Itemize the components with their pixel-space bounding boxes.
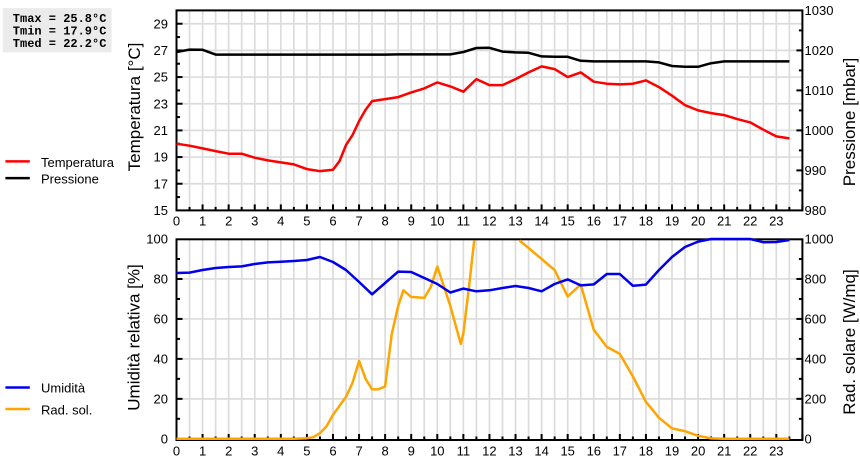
svg-text:19: 19 xyxy=(665,443,679,458)
svg-text:16: 16 xyxy=(587,443,601,458)
svg-text:8: 8 xyxy=(381,213,388,228)
svg-text:10: 10 xyxy=(430,213,444,228)
svg-text:23: 23 xyxy=(769,443,783,458)
svg-text:21: 21 xyxy=(154,123,168,138)
svg-text:7: 7 xyxy=(355,443,362,458)
svg-text:2: 2 xyxy=(225,213,232,228)
svg-text:18: 18 xyxy=(639,213,653,228)
svg-text:400: 400 xyxy=(805,352,827,367)
svg-text:20: 20 xyxy=(691,443,705,458)
svg-text:14: 14 xyxy=(534,443,548,458)
svg-text:10: 10 xyxy=(430,443,444,458)
svg-text:12: 12 xyxy=(482,443,496,458)
svg-text:20: 20 xyxy=(154,391,168,406)
svg-text:1000: 1000 xyxy=(805,123,834,138)
svg-text:23: 23 xyxy=(154,96,168,111)
svg-text:18: 18 xyxy=(639,443,653,458)
svg-text:4: 4 xyxy=(277,213,284,228)
svg-text:9: 9 xyxy=(408,443,415,458)
svg-text:5: 5 xyxy=(303,443,310,458)
svg-text:Rad. solare [W/mq]: Rad. solare [W/mq] xyxy=(840,269,859,415)
svg-text:990: 990 xyxy=(805,163,827,178)
svg-text:25: 25 xyxy=(154,70,168,85)
svg-text:1000: 1000 xyxy=(805,232,834,247)
svg-text:21: 21 xyxy=(717,213,731,228)
svg-text:19: 19 xyxy=(665,213,679,228)
svg-text:80: 80 xyxy=(154,272,168,287)
svg-text:13: 13 xyxy=(508,213,522,228)
svg-text:17: 17 xyxy=(154,176,168,191)
svg-text:40: 40 xyxy=(154,352,168,367)
svg-text:60: 60 xyxy=(154,312,168,327)
svg-text:17: 17 xyxy=(613,213,627,228)
svg-text:15: 15 xyxy=(560,443,574,458)
svg-text:23: 23 xyxy=(769,213,783,228)
svg-text:2: 2 xyxy=(225,443,232,458)
svg-text:19: 19 xyxy=(154,150,168,165)
svg-text:0: 0 xyxy=(161,431,168,446)
svg-text:1010: 1010 xyxy=(805,83,834,98)
svg-text:5: 5 xyxy=(303,213,310,228)
svg-text:17: 17 xyxy=(613,443,627,458)
svg-text:Tmax = 25.8°C: Tmax = 25.8°C xyxy=(13,12,107,26)
svg-text:27: 27 xyxy=(154,43,168,58)
svg-text:21: 21 xyxy=(717,443,731,458)
svg-text:12: 12 xyxy=(482,213,496,228)
svg-text:Umidità relativa [%]: Umidità relativa [%] xyxy=(125,264,144,410)
svg-text:600: 600 xyxy=(805,312,827,327)
svg-text:22: 22 xyxy=(743,213,757,228)
svg-text:11: 11 xyxy=(457,443,471,458)
svg-text:200: 200 xyxy=(805,391,827,406)
svg-text:0: 0 xyxy=(173,443,180,458)
svg-text:Temperatura [°C]: Temperatura [°C] xyxy=(125,43,144,172)
svg-text:Tmed = 22.2°C: Tmed = 22.2°C xyxy=(13,37,107,51)
svg-text:14: 14 xyxy=(534,213,548,228)
svg-text:800: 800 xyxy=(805,272,827,287)
svg-text:15: 15 xyxy=(560,213,574,228)
svg-text:Pressione [mbar]: Pressione [mbar] xyxy=(840,58,859,187)
svg-text:100: 100 xyxy=(146,232,168,247)
svg-text:29: 29 xyxy=(154,16,168,31)
svg-text:7: 7 xyxy=(355,213,362,228)
svg-text:20: 20 xyxy=(691,213,705,228)
svg-text:8: 8 xyxy=(381,443,388,458)
svg-text:Rad. sol.: Rad. sol. xyxy=(41,403,92,418)
svg-text:0: 0 xyxy=(805,431,812,446)
svg-text:4: 4 xyxy=(277,443,284,458)
svg-text:11: 11 xyxy=(457,213,471,228)
svg-text:9: 9 xyxy=(408,213,415,228)
svg-text:1020: 1020 xyxy=(805,43,834,58)
svg-text:1030: 1030 xyxy=(805,3,834,18)
svg-text:15: 15 xyxy=(154,203,168,218)
svg-text:Tmin = 17.9°C: Tmin = 17.9°C xyxy=(13,25,107,39)
svg-text:Pressione: Pressione xyxy=(41,172,99,187)
svg-text:Temperatura: Temperatura xyxy=(41,155,115,170)
svg-text:3: 3 xyxy=(251,213,258,228)
svg-text:1: 1 xyxy=(199,443,206,458)
svg-text:1: 1 xyxy=(199,213,206,228)
svg-text:6: 6 xyxy=(329,213,336,228)
svg-text:0: 0 xyxy=(173,213,180,228)
svg-text:980: 980 xyxy=(805,203,827,218)
svg-text:13: 13 xyxy=(508,443,522,458)
svg-text:16: 16 xyxy=(587,213,601,228)
svg-text:3: 3 xyxy=(251,443,258,458)
svg-text:6: 6 xyxy=(329,443,336,458)
svg-text:22: 22 xyxy=(743,443,757,458)
svg-text:Umidità: Umidità xyxy=(41,381,86,396)
